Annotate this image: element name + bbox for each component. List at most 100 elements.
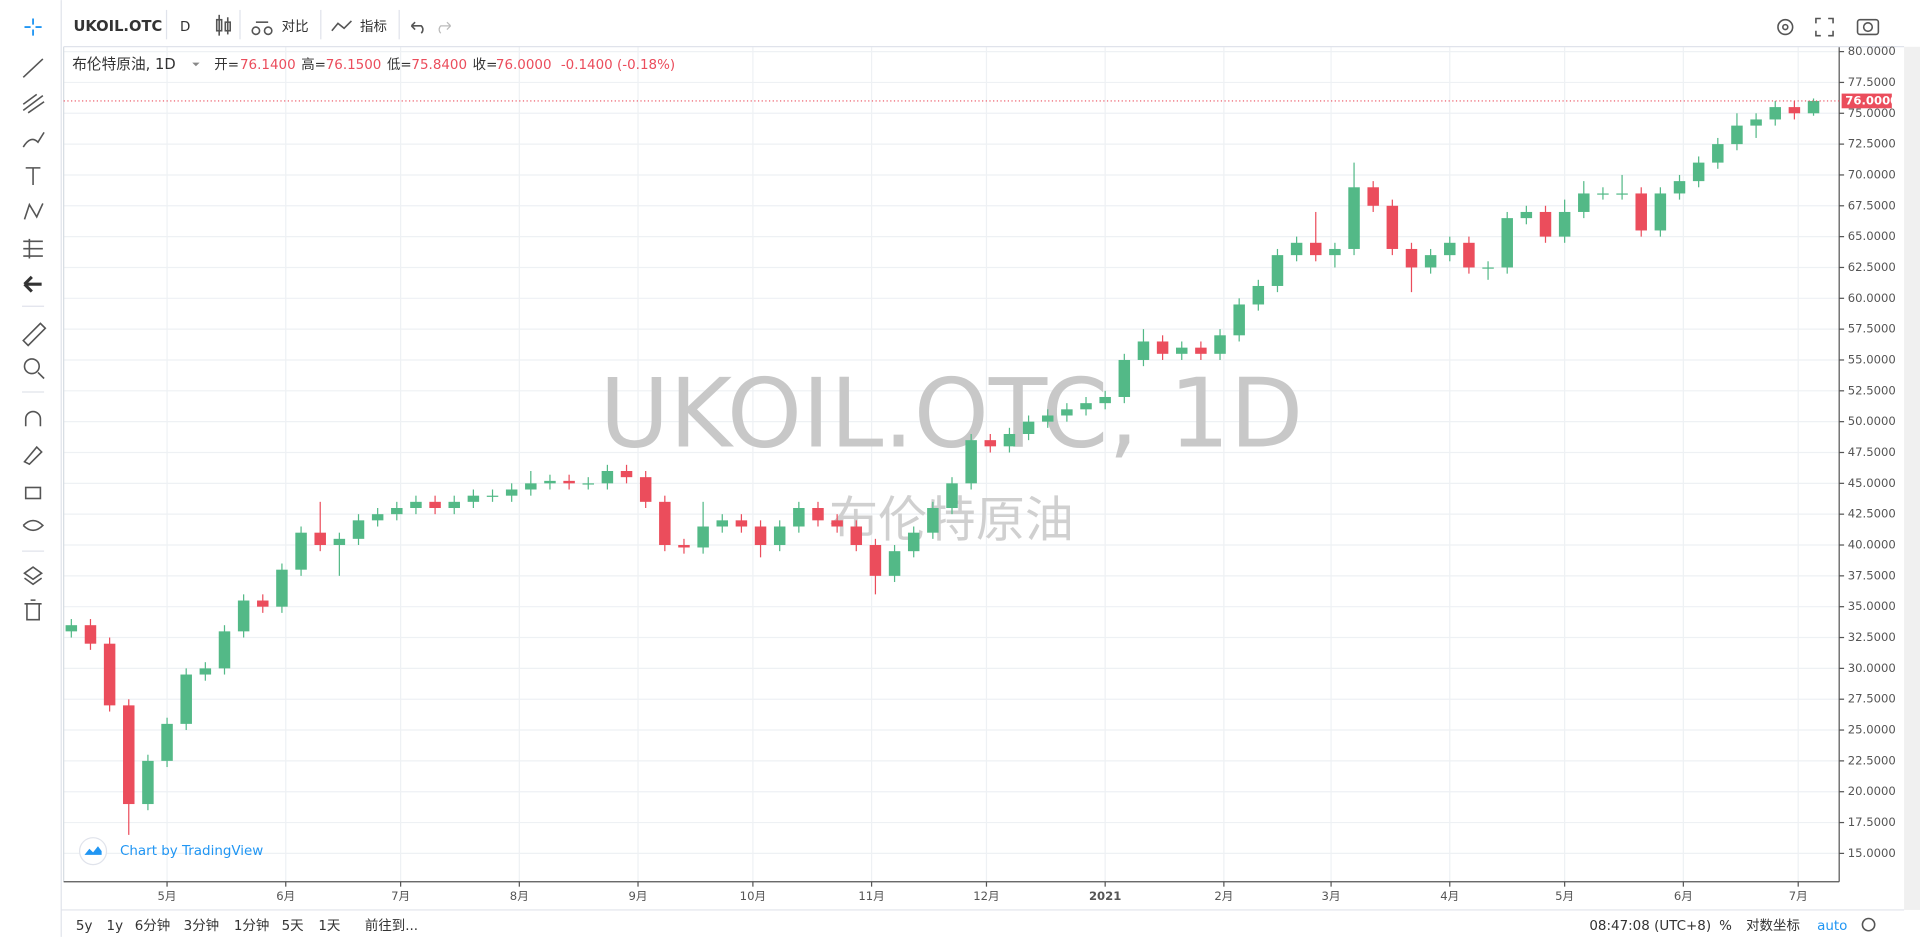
candle-body <box>103 643 116 706</box>
interval[interactable]: D <box>180 20 190 35</box>
goto-button[interactable]: 前往到... <box>365 917 418 934</box>
auto-toggle[interactable]: auto <box>1817 919 1847 934</box>
x-tick-label: 2月 <box>1214 889 1233 903</box>
footer-settings[interactable] <box>1861 917 1876 932</box>
last-price-tag <box>1841 93 1892 109</box>
fullscreen-icon[interactable] <box>1815 17 1834 37</box>
crosshair-tool[interactable] <box>24 18 42 36</box>
x-tick-label: 8月 <box>510 889 529 903</box>
candle-body <box>84 625 97 644</box>
legend-label: 开= <box>214 58 239 73</box>
percent-toggle[interactable]: % <box>1719 919 1732 934</box>
lock-draw-tool[interactable] <box>23 445 43 466</box>
candle-body <box>1175 347 1188 354</box>
undo-icon[interactable] <box>410 21 424 34</box>
candle-body <box>161 723 173 761</box>
candle-body <box>333 538 346 546</box>
grid-layer <box>63 46 1840 882</box>
y-tick-label: 75.0000 <box>1848 106 1896 120</box>
indicator-button[interactable]: 指标 <box>360 19 387 35</box>
chart-style-icon[interactable] <box>215 14 231 36</box>
camera-icon[interactable] <box>1856 18 1880 36</box>
legend-dropdown[interactable] <box>192 62 200 67</box>
y-tick-label: 67.5000 <box>1848 198 1896 212</box>
magnet-tool[interactable] <box>24 410 42 427</box>
candle-body <box>1692 162 1705 182</box>
candle-body <box>467 495 480 502</box>
x-tick-label: 5月 <box>158 889 177 903</box>
candle-body <box>1788 107 1801 114</box>
candle-body <box>1444 242 1456 256</box>
y-tick-label: 32.5000 <box>1848 630 1896 644</box>
lock-tool[interactable] <box>24 486 42 500</box>
range-button[interactable]: 5y <box>76 919 93 934</box>
y-tick-label: 22.5000 <box>1848 753 1896 767</box>
back-tool[interactable] <box>23 275 42 293</box>
brand-link[interactable]: Chart by TradingView <box>120 844 263 859</box>
candle-body <box>237 600 250 632</box>
symbol[interactable]: UKOIL.OTC <box>73 18 162 35</box>
range-button[interactable]: 5天 <box>282 919 304 934</box>
range-button[interactable]: 1y <box>107 919 124 934</box>
range-button[interactable]: 1天 <box>318 919 340 934</box>
compare-icon[interactable] <box>251 21 273 36</box>
settings-icon[interactable] <box>1777 18 1794 36</box>
candle-body <box>850 526 863 546</box>
brand-logo[interactable] <box>78 837 108 866</box>
y-tick-label: 37.5000 <box>1848 568 1896 582</box>
candle-body <box>410 501 422 509</box>
ruler-tool[interactable] <box>22 322 47 347</box>
range-button[interactable]: 3分钟 <box>184 917 219 934</box>
redo-icon[interactable] <box>438 21 452 34</box>
candle-body <box>659 501 671 546</box>
x-tick-label: 3月 <box>1322 889 1341 903</box>
range-button[interactable]: 1分钟 <box>234 917 269 934</box>
candle-body <box>1214 335 1226 354</box>
zoom-tool[interactable] <box>23 358 40 375</box>
x-tick-label: 7月 <box>1789 889 1808 903</box>
fib-tool[interactable] <box>22 93 45 114</box>
prediction-tool[interactable] <box>23 238 43 259</box>
x-tick-label: 6月 <box>276 889 295 903</box>
left-toolbar <box>0 0 62 937</box>
legend-change: -0.1400 (-0.18%) <box>561 58 675 73</box>
candle-body <box>812 508 824 521</box>
candle-body <box>1424 255 1437 268</box>
candle-body <box>1233 304 1245 336</box>
x-tick-label: 6月 <box>1674 889 1693 903</box>
range-button[interactable]: 6分钟 <box>135 917 170 934</box>
legend-value: 76.1400 <box>240 58 296 73</box>
y-tick-label: 57.5000 <box>1848 322 1896 336</box>
compare-button[interactable]: 对比 <box>282 19 309 35</box>
candle-body <box>352 520 365 539</box>
candle-body <box>773 526 786 546</box>
candle-body <box>678 545 690 548</box>
candle-body <box>486 495 499 497</box>
legend-label: 收= <box>473 57 498 73</box>
last-price-label: 76.0000 <box>1845 93 1898 107</box>
candle-body <box>1597 193 1609 195</box>
layers-tool[interactable] <box>23 566 44 586</box>
text-tool[interactable] <box>25 167 41 186</box>
plot-layer <box>65 98 1820 835</box>
indicator-icon[interactable] <box>331 20 352 32</box>
candle-body <box>601 470 614 484</box>
candle-body <box>697 526 709 548</box>
pattern-tool[interactable] <box>23 202 44 220</box>
top-toolbar <box>0 0 1920 47</box>
candle-body <box>1386 205 1399 249</box>
trendline-tool[interactable] <box>22 58 44 78</box>
candle-body <box>563 480 575 484</box>
candle-body <box>1348 187 1360 249</box>
candle-body <box>1271 255 1284 286</box>
brush-tool[interactable] <box>22 131 45 148</box>
y-tick-label: 15.0000 <box>1848 846 1896 860</box>
visibility-tool[interactable] <box>22 519 44 532</box>
delete-tool[interactable] <box>24 599 42 621</box>
candle-body <box>257 600 269 607</box>
log-toggle[interactable]: 对数坐标 <box>1746 918 1800 934</box>
y-tick-label: 20.0000 <box>1848 784 1896 798</box>
x-tick-label: 5月 <box>1555 889 1574 903</box>
candle-body <box>1578 193 1590 212</box>
